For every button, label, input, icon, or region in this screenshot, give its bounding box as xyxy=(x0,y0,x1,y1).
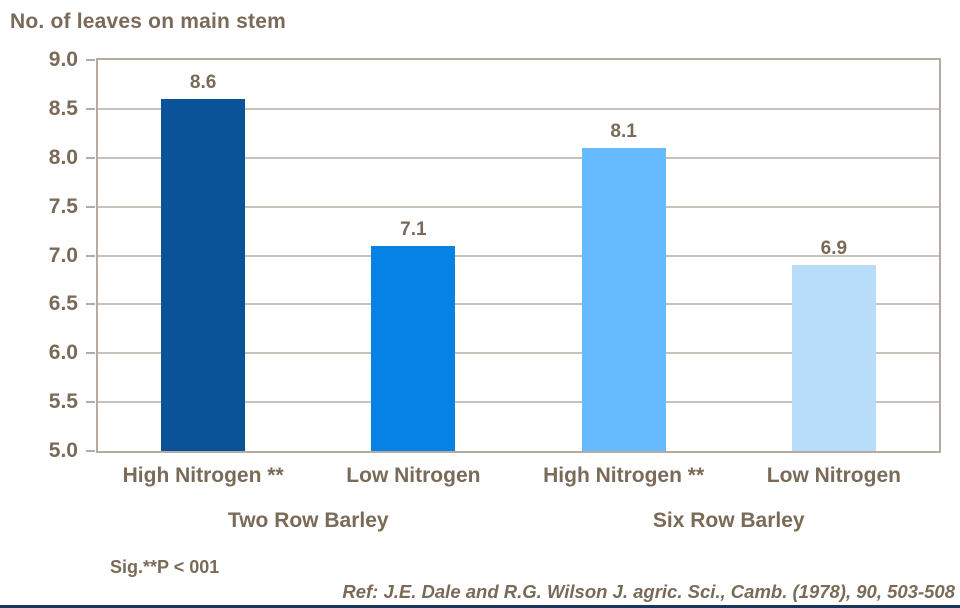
category-label: High Nitrogen ** xyxy=(122,464,284,487)
gridline xyxy=(98,205,939,208)
bar-value-label: 7.1 xyxy=(400,218,427,240)
bottom-accent-line xyxy=(0,605,960,608)
gridline xyxy=(98,107,939,110)
y-axis-tick-label: 8.5 xyxy=(48,96,78,120)
y-axis-tick-mark xyxy=(86,303,95,306)
bar-value-label: 8.1 xyxy=(610,120,637,142)
y-axis-tick-label: 6.0 xyxy=(48,341,78,365)
bar-low-nitrogen-4 xyxy=(791,265,876,451)
category-label: Low Nitrogen xyxy=(346,464,481,487)
plot-area: 8.6 7.1 8.1 6.9 xyxy=(96,58,941,453)
y-axis-tick-label: 9.0 xyxy=(48,48,78,71)
y-axis-tick-label: 7.0 xyxy=(48,243,78,267)
gridline xyxy=(98,352,939,355)
category-label: High Nitrogen ** xyxy=(543,464,705,487)
y-axis-tick-label: 5.5 xyxy=(48,390,78,414)
group-label: Six Row Barley xyxy=(652,509,805,532)
category-label: Low Nitrogen xyxy=(766,464,901,487)
y-axis-tick-mark xyxy=(86,450,95,452)
gridline xyxy=(98,303,939,306)
gridline xyxy=(98,156,939,159)
gridline xyxy=(98,254,939,257)
y-axis-tick-mark xyxy=(86,59,95,61)
bar-high-nitrogen-1 xyxy=(161,99,246,451)
y-axis-tick-mark xyxy=(86,401,95,404)
y-axis-tick-mark xyxy=(86,156,95,159)
bar-high-nitrogen-3 xyxy=(581,147,666,451)
gridline xyxy=(98,401,939,404)
chart-title: No. of leaves on main stem xyxy=(10,10,286,33)
group-label: Two Row Barley xyxy=(227,509,389,532)
bar-value-label: 8.6 xyxy=(189,72,217,94)
reference-note: Ref: J.E. Dale and R.G. Wilson J. agric.… xyxy=(342,581,955,602)
bar-value-label: 6.9 xyxy=(820,238,848,260)
y-axis-tick-label: 5.0 xyxy=(48,439,78,462)
y-axis-tick-mark xyxy=(86,205,95,208)
bar-low-nitrogen-2 xyxy=(371,245,456,451)
significance-note: Sig.**P < 001 xyxy=(110,557,220,577)
y-axis-tick-mark xyxy=(86,107,95,110)
y-axis-tick-label: 6.5 xyxy=(48,292,78,316)
y-axis-tick-label: 7.5 xyxy=(48,194,78,218)
y-axis-tick-label: 8.0 xyxy=(48,145,78,169)
y-axis-tick-mark xyxy=(86,254,95,257)
y-axis-tick-mark xyxy=(86,352,95,355)
